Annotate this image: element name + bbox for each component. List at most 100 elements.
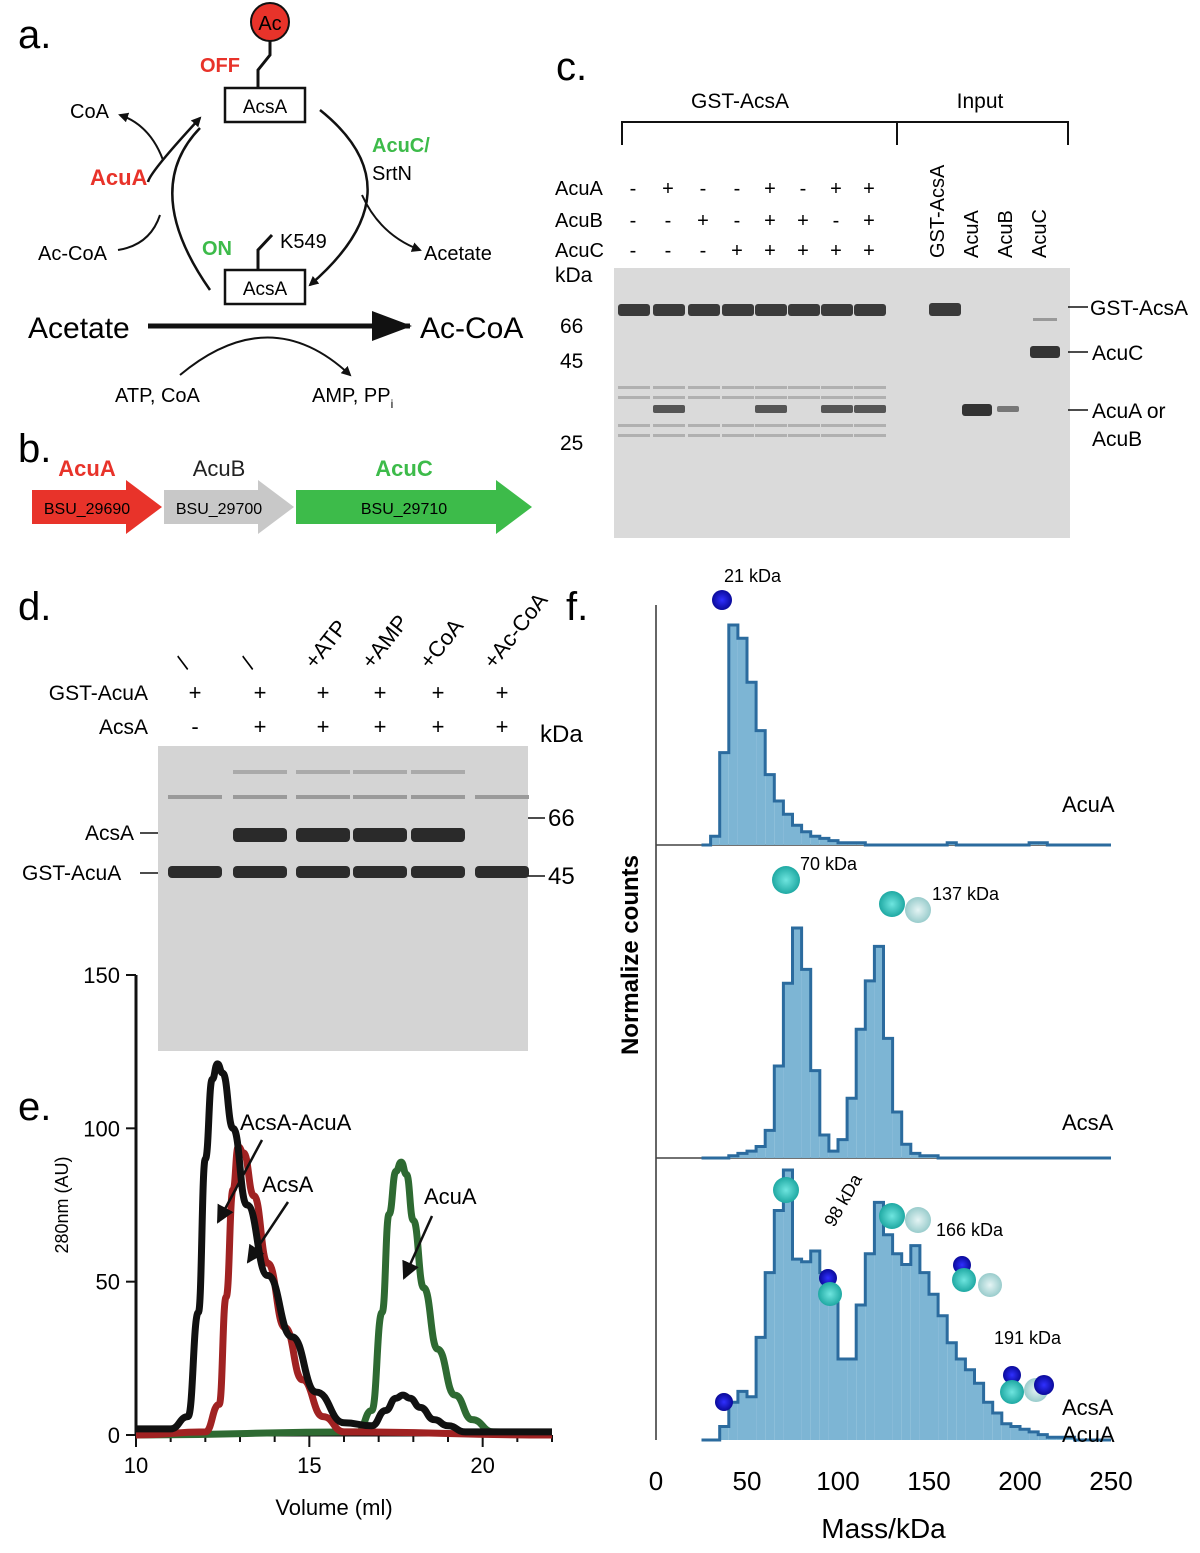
band-faint-lane1-2: [618, 424, 650, 427]
f-bar-3-15: [828, 1299, 838, 1440]
f-bar-2-16: [838, 1139, 848, 1158]
f-bar-2-24: [910, 1153, 920, 1158]
f-bar-2-18: [856, 1029, 866, 1158]
marker-66-d: 66: [548, 805, 575, 832]
f-bar-3-19: [865, 1253, 875, 1440]
band-acua-lane7: [821, 405, 853, 413]
protein-structure-icon: [1034, 1375, 1054, 1395]
f-bar-2-22: [892, 1112, 902, 1158]
chromatogram-chart: 0 50 100 150 10 15 20 Volume (ml) 280nm (AU) AcsA…: [52, 963, 553, 1520]
off-label: OFF: [200, 55, 240, 77]
band-faint-lane2-3: [653, 434, 685, 437]
acsa-box-acetylated: [223, 86, 307, 124]
band-acsa-lane4: [353, 828, 407, 842]
band-faint-lane2-2: [653, 424, 685, 427]
f-bar-1-7: [756, 730, 766, 845]
e-series-acsa-acua: [135, 1060, 552, 1436]
f-bar-3-21: [883, 1234, 893, 1440]
sign-lane4-acuc: +: [731, 240, 743, 262]
band-label-acub: AcuB: [1092, 428, 1142, 451]
protein-structure-icon: [905, 897, 931, 923]
f-bar-3-8: [765, 1272, 775, 1440]
band-faint-lane3-1: [688, 396, 720, 399]
gene-arrow-acuc: [296, 480, 532, 534]
band-faint-lane7-0: [821, 386, 853, 389]
acetate-release-arrow: [361, 194, 422, 252]
f-annotation-6: 191 kDa: [994, 1328, 1062, 1348]
protein-structure-icon: [1003, 1366, 1021, 1384]
f-bar-3-24: [910, 1245, 920, 1440]
panel-c-letter: c.: [556, 45, 587, 89]
band-faint-hi-lane5: [411, 770, 465, 774]
ac-coa-cofactor-label: Ac-CoA: [38, 243, 108, 265]
band-faint-lane1-0: [618, 386, 650, 389]
panel-c: c. GST-AcsA Input AcuA AcuB AcuC - - - + - - - + - -…: [555, 45, 1188, 538]
panel-b: b. BSU_29690 AcuA BSU_29700 AcuB BSU_29710 Ac…: [18, 427, 532, 534]
band-faint-lane1-1: [618, 396, 650, 399]
band-gst-acua-lane2: [233, 866, 287, 878]
f-x-tick-label-250: 250: [1089, 1466, 1132, 1496]
sign-lane6-acua: -: [800, 178, 807, 200]
panel-e: e. 0 50 100 150 10 15 20 Volume (ml) 280nm (AU) A…: [18, 963, 553, 1520]
band-faint-lane3-0: [688, 386, 720, 389]
f-bar-3-16: [838, 1359, 848, 1440]
f-bar-2-12: [801, 969, 811, 1158]
band-faint-lane4-3: [722, 434, 754, 437]
gel-bands-c: [618, 303, 1060, 437]
band-faint-lane4-1: [722, 396, 754, 399]
e-y-tick-label-0: 0: [108, 1423, 120, 1448]
f-bar-3-22: [892, 1253, 902, 1440]
f-annotation-3: 137 kDa: [932, 884, 1000, 904]
f-bar-3-13: [810, 1251, 820, 1440]
f-bar-3-6: [747, 1396, 757, 1440]
panel-b-letter: b.: [18, 427, 51, 471]
sign-lane7-acub: -: [833, 210, 840, 232]
f-bar-3-33: [992, 1413, 1002, 1440]
input-lane-label-gst-acsa: GST-AcsA: [927, 164, 949, 258]
group-bracket: [621, 121, 1069, 145]
acetyl-group-icon: [250, 2, 290, 42]
e-y-tick-label-50: 50: [96, 1270, 120, 1295]
band-faint-lane4-0: [722, 386, 754, 389]
f-annotation-1: 21 kDa: [724, 566, 782, 586]
sign-lane2-gst-acua: +: [254, 680, 267, 705]
f-bar-1-9: [774, 801, 784, 845]
f-bar-3-31: [974, 1383, 984, 1440]
f-bar-1-14: [819, 838, 829, 845]
band-faint-lane2-1: [653, 396, 685, 399]
k549-label: K549: [280, 231, 327, 253]
marker-25-c: 25: [560, 432, 583, 455]
band-faint-lane6-3: [788, 434, 820, 437]
sign-lane7-acua: +: [830, 178, 842, 200]
band-faint-lane5-1: [755, 396, 787, 399]
e-annotation-arrow-1: [216, 1139, 264, 1224]
f-bar-3-9: [774, 1210, 784, 1440]
e-x-axis-label: Volume (ml): [275, 1495, 392, 1520]
protein-structure-icon: [773, 1177, 799, 1203]
f-x-tick-label-0: 0: [649, 1466, 663, 1496]
sds-gel-d: [158, 746, 528, 1051]
e-annotation-2: AcsA: [262, 1172, 314, 1197]
f-bar-3-7: [756, 1337, 766, 1440]
gene-locus-acuc: BSU_29710: [361, 501, 447, 518]
band-faint-lane7-1: [821, 396, 853, 399]
band-faint-lane8-3: [854, 434, 886, 437]
band-gst-acua-lane5: [411, 866, 465, 878]
band-faint-lane4-2: [722, 424, 754, 427]
row-label-acua: AcuA: [555, 178, 603, 200]
sign-lane3-gst-acua: +: [317, 680, 330, 705]
f-subplot-label-acua-combo: AcuA: [1062, 1422, 1115, 1447]
sign-lane5-acua: +: [764, 178, 776, 200]
band-acua-lane8: [854, 405, 886, 413]
band-faint-top-lane1: [168, 795, 222, 799]
panel-a-letter: a.: [18, 13, 51, 57]
sign-lane4-acsa: +: [374, 714, 387, 739]
band-faint-top-lane4: [353, 795, 407, 799]
band-gst-acua-lane1: [168, 866, 222, 878]
f-bar-2-13: [810, 1070, 820, 1158]
sign-lane1-acsa: -: [191, 714, 198, 739]
sign-lane2-acsa: +: [254, 714, 267, 739]
band-input-gst-acsa: [929, 303, 961, 316]
f-bar-1-15: [828, 840, 838, 845]
band-acsa-lane2: [233, 828, 287, 842]
